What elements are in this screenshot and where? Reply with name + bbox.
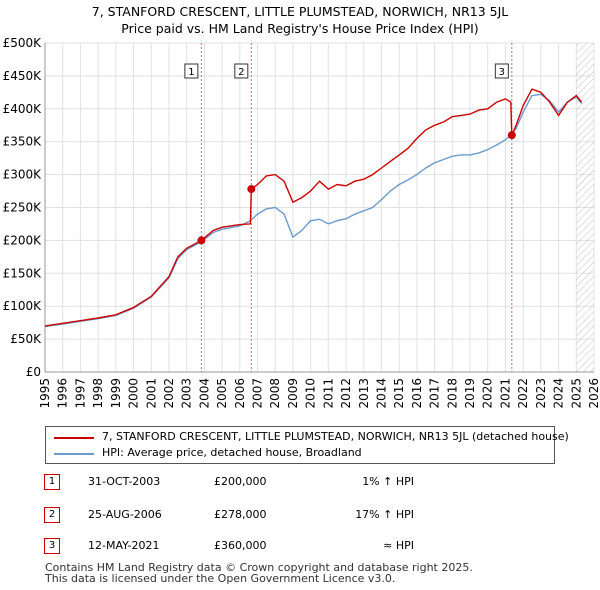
x-tick-label: 2020 (481, 378, 495, 409)
footer-licence: This data is licensed under the Open Gov… (45, 572, 396, 585)
sale-date: 31-OCT-2003 (88, 475, 161, 488)
x-tick-label: 2014 (374, 378, 388, 409)
x-tick-label: 2026 (587, 378, 600, 409)
x-tick-label: 2011 (321, 378, 335, 409)
sale-number-badge: 3 (44, 538, 60, 554)
sale-marker-label: 2 (238, 67, 244, 78)
y-tick-label: £300K (3, 168, 43, 182)
x-tick-label: 2023 (534, 378, 548, 409)
x-tick-label: 2006 (233, 378, 247, 409)
x-tick-label: 2009 (286, 378, 300, 409)
hpi-line (44, 93, 583, 328)
y-tick-label: £200K (3, 233, 43, 247)
legend-swatch-hpi (54, 453, 94, 455)
forecast-region (576, 43, 594, 372)
x-tick-label: 1995 (38, 378, 52, 409)
y-tick-label: £450K (3, 69, 43, 83)
sale-date: 25-AUG-2006 (88, 508, 162, 521)
x-tick-label: 2019 (463, 378, 477, 409)
legend-label-property: 7, STANFORD CRESCENT, LITTLE PLUMSTEAD, … (102, 430, 569, 443)
sale-marker-label: 3 (499, 67, 505, 78)
sale-point (247, 185, 256, 194)
sale-point (197, 236, 206, 245)
sale-marker-box (494, 63, 509, 79)
sale-marker-label: 1 (188, 67, 194, 78)
footer-copyright: Contains HM Land Registry data © Crown c… (45, 561, 473, 574)
price-chart: £0 £50K £100K £150K £200K £250K £300K £350K £400… (3, 36, 600, 409)
sale-number-badge: 1 (44, 474, 60, 490)
x-tick-label: 2001 (144, 378, 158, 409)
sale-price: £278,000 (214, 508, 267, 521)
x-tick-label: 2012 (339, 378, 353, 409)
x-tick-label: 2007 (251, 378, 265, 409)
sale-hpi-comparison: 17% ↑ HPI (355, 508, 414, 521)
x-tick-label: 2010 (304, 378, 318, 409)
sale-row: 3 12-MAY-2021 £360,000 ≈ HPI (44, 538, 564, 556)
sale-point (507, 131, 516, 140)
legend-label-hpi: HPI: Average price, detached house, Broa… (102, 446, 362, 459)
x-tick-label: 2005 (215, 378, 229, 409)
x-tick-label: 2015 (392, 378, 406, 409)
x-tick-label: 2008 (268, 378, 282, 409)
x-tick-label: 2025 (569, 378, 583, 409)
x-tick-label: 2013 (357, 378, 371, 409)
y-tick-label: £50K (10, 332, 42, 346)
legend-swatch-property (54, 437, 94, 439)
chart-title-line1: 7, STANFORD CRESCENT, LITTLE PLUMSTEAD, … (91, 4, 509, 19)
sale-marker-box (184, 63, 199, 79)
sale-row: 2 25-AUG-2006 £278,000 17% ↑ HPI (44, 507, 564, 525)
y-tick-label: £350K (3, 135, 43, 149)
x-tick-label: 2021 (498, 378, 512, 409)
y-tick-label: £100K (3, 299, 43, 313)
sale-row: 1 31-OCT-2003 £200,000 1% ↑ HPI (44, 474, 564, 492)
chart-title-line2: Price paid vs. HM Land Registry's House … (121, 21, 479, 36)
property-price-line (44, 88, 583, 327)
x-tick-label: 2016 (410, 378, 424, 409)
y-tick-label: £150K (3, 266, 43, 280)
x-tick-label: 2004 (197, 378, 211, 409)
x-tick-label: 2022 (516, 378, 530, 409)
sale-hpi-comparison: ≈ HPI (383, 539, 414, 552)
x-tick-label: 2002 (162, 378, 176, 409)
x-tick-label: 2017 (428, 378, 442, 409)
x-tick-label: 1996 (56, 378, 70, 409)
x-tick-label: 1998 (91, 378, 105, 409)
sale-hpi-comparison: 1% ↑ HPI (362, 475, 414, 488)
sale-price: £360,000 (214, 539, 267, 552)
y-tick-label: £250K (3, 201, 43, 215)
legend: 7, STANFORD CRESCENT, LITTLE PLUMSTEAD, … (45, 426, 569, 464)
x-tick-label: 1999 (109, 378, 123, 409)
y-tick-label: £0 (26, 365, 41, 379)
y-tick-label: £400K (3, 102, 43, 116)
x-tick-label: 2003 (180, 378, 194, 409)
x-tick-label: 1997 (73, 378, 87, 409)
sale-marker-box (234, 63, 249, 79)
x-tick-label: 2024 (552, 378, 566, 409)
sale-price: £200,000 (214, 475, 267, 488)
x-tick-label: 2018 (445, 378, 459, 409)
sale-number-badge: 2 (44, 507, 60, 523)
y-tick-label: £500K (3, 36, 43, 50)
x-tick-label: 2000 (127, 378, 141, 409)
sale-date: 12-MAY-2021 (88, 539, 160, 552)
